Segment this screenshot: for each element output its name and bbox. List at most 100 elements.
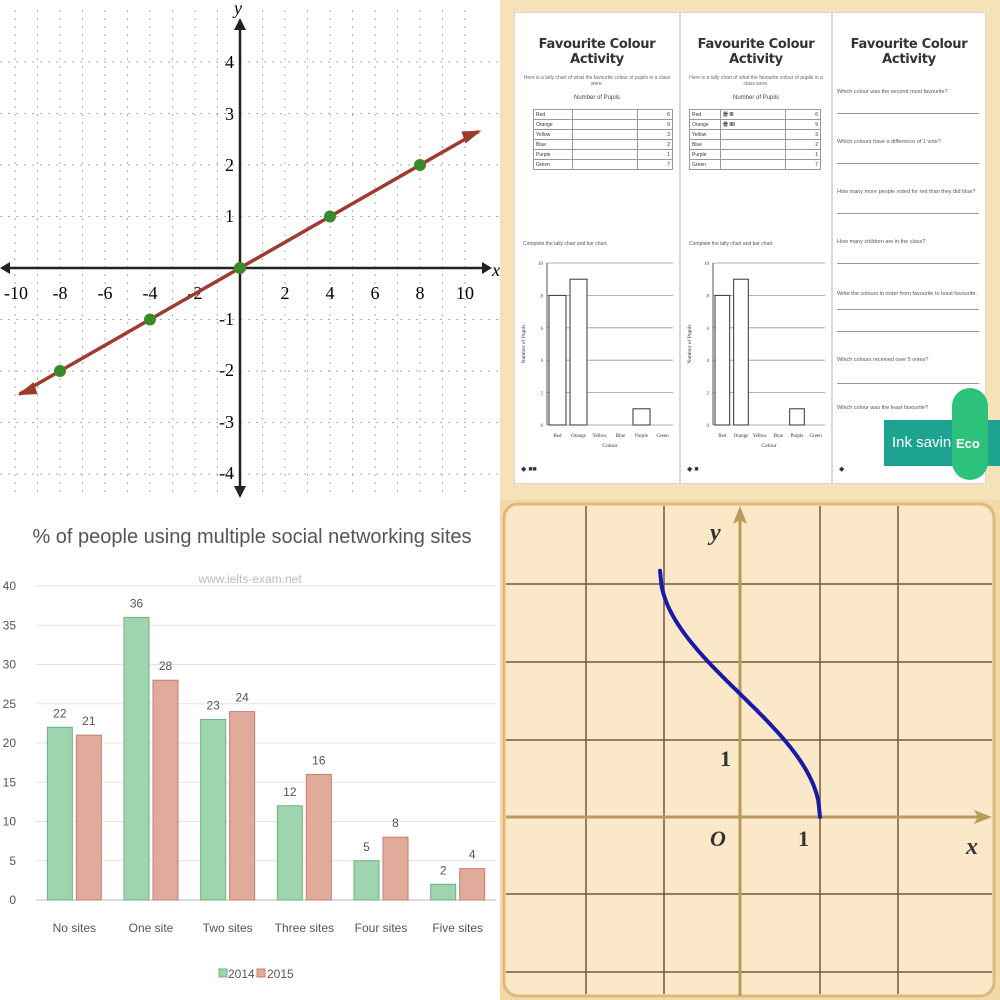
tally-colour: Red — [533, 109, 573, 120]
worksheet-footer-logo-icon: ◆ — [839, 466, 845, 473]
y-tick-label: -3 — [219, 412, 234, 432]
y-tick-label: 30 — [3, 658, 17, 672]
bar-value-label: 36 — [130, 596, 144, 610]
tally-colour: Purple — [533, 149, 573, 160]
bar-chart-categories: No sites One site Two sites Three sites Four… — [53, 921, 483, 935]
x-tick-label: -10 — [4, 283, 28, 303]
worksheet-question: How many more people voted for red than … — [837, 189, 976, 195]
category-label: No sites — [53, 921, 96, 935]
data-point — [54, 365, 66, 377]
mini-y-tick: 8 — [707, 294, 710, 299]
y-tick-label: 15 — [3, 775, 17, 789]
linear-series — [17, 130, 482, 396]
mini-y-tick: 6 — [541, 327, 544, 332]
mini-bar — [548, 294, 567, 426]
mini-y-tick: 8 — [541, 294, 544, 299]
y-axis-down-arrow-icon — [234, 486, 246, 498]
bar-value-label: 23 — [206, 698, 220, 712]
x-tick-label: 2 — [281, 283, 290, 303]
tally-colour: Yellow — [689, 129, 721, 140]
tally-marks: 卌 IIII — [720, 119, 786, 130]
x-tick-label: -4 — [143, 283, 158, 303]
tally-table: Red 卌 III 6 Orange 卌 IIII 9 Yellow 3 Blue 2 Pu… — [689, 109, 821, 170]
mini-y-tick: 0 — [707, 424, 710, 429]
x-tick-label: -6 — [98, 283, 113, 303]
mini-y-label: Number of Pupils — [686, 324, 693, 363]
bar-2015 — [152, 679, 179, 901]
tally-count: 7 — [637, 159, 673, 170]
answer-line — [837, 309, 979, 310]
curve-y-axis-arrow-icon — [733, 506, 747, 524]
y-tick-label: 2 — [225, 155, 234, 175]
bar-2015 — [459, 868, 486, 901]
x-axis-label: x — [491, 260, 500, 280]
worksheet-question: How many children are in the class? — [837, 239, 926, 245]
linear-graph-grid — [0, 10, 500, 494]
worksheet-intro: Here is a tally chart of what the favour… — [523, 75, 671, 87]
mini-y-tick: 10 — [704, 262, 710, 267]
x-axis-left-arrow-icon — [0, 262, 10, 274]
category-label: Three sites — [275, 921, 334, 935]
mini-category-label: Blue — [774, 434, 784, 439]
tally-count: 2 — [785, 139, 821, 150]
y-axis-label: y — [232, 0, 242, 18]
legend-swatch-2015 — [256, 968, 266, 978]
mini-bar — [569, 278, 588, 426]
data-point — [234, 262, 246, 274]
mini-category-label: Purple — [790, 434, 804, 439]
chart-legend: 2014 2015 — [218, 967, 294, 981]
category-label: Four sites — [355, 921, 408, 935]
tally-row: Green 7 — [533, 159, 673, 170]
tally-colour: Blue — [689, 139, 721, 150]
line-end-arrow-icon — [461, 130, 482, 144]
tally-colour: Blue — [533, 139, 573, 150]
y-tick-label: 4 — [225, 52, 234, 72]
y-tick-label: 40 — [3, 579, 17, 593]
tally-marks — [572, 119, 638, 130]
category-label: One site — [129, 921, 174, 935]
tally-row: Orange 卌 IIII 9 — [689, 119, 821, 130]
y-axis: y — [232, 0, 246, 498]
mini-category-label: Red — [553, 434, 562, 439]
legend-swatch-2014 — [218, 968, 228, 978]
mini-bar — [789, 408, 805, 426]
eco-label: Eco — [956, 436, 980, 451]
tally-row: Orange 9 — [533, 119, 673, 130]
tally-colour: Yellow — [533, 129, 573, 140]
y-axis-up-arrow-icon — [234, 18, 246, 30]
worksheet-footer-logo-icon: ◆ ■ — [687, 466, 699, 473]
y-one-label: 1 — [720, 746, 731, 771]
x-tick-label: 10 — [456, 283, 474, 303]
bar-2014 — [276, 805, 303, 901]
tally-colour: Orange — [533, 119, 573, 130]
bar-value-label: 16 — [312, 753, 326, 767]
answer-line — [837, 213, 979, 214]
worksheet-question: Write the colours in order from favourit… — [837, 291, 977, 297]
linear-graph: x y -10 -8 -6 -4 -2 2 4 6 8 10 4 3 2 1 -… — [0, 0, 500, 498]
mini-x-label: Colour — [602, 443, 617, 449]
tally-row: Purple 1 — [533, 149, 673, 160]
y-tick-label: 5 — [9, 854, 16, 868]
mini-y-tick: 0 — [541, 424, 544, 429]
mini-bar — [632, 408, 651, 426]
tally-marks — [572, 149, 638, 160]
y-tick-label: 20 — [3, 736, 17, 750]
tally-row: Blue 2 — [689, 139, 821, 150]
tally-row: Green 7 — [689, 159, 821, 170]
mini-category-label: Purple — [635, 434, 649, 439]
worksheet-question: Which colour was the second most favouri… — [837, 89, 948, 95]
mini-y-tick: 4 — [707, 359, 710, 364]
tally-colour: Green — [533, 159, 573, 170]
tally-count: 1 — [637, 149, 673, 160]
curve-x-label: x — [965, 834, 978, 860]
tally-count: 2 — [637, 139, 673, 150]
data-point — [414, 159, 426, 171]
tally-marks — [720, 159, 786, 170]
tally-count: 6 — [785, 109, 821, 120]
mini-category-label: Yellow — [592, 434, 607, 439]
legend-label-2015: 2015 — [267, 967, 294, 981]
curve-y-label: y — [707, 520, 721, 546]
x-one-label: 1 — [798, 826, 809, 851]
bar-value-label: 5 — [363, 840, 370, 854]
